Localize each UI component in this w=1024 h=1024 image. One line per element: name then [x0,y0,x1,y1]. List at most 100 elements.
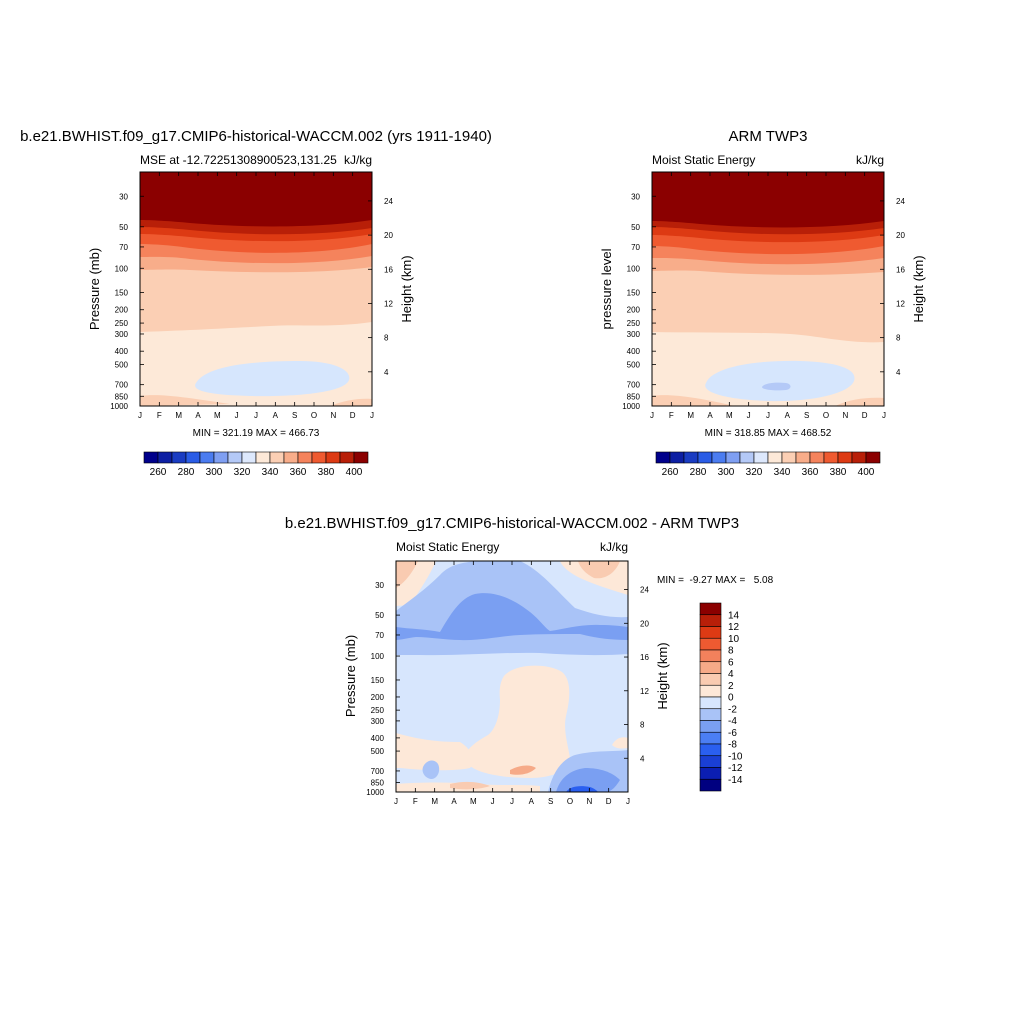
x-tick-label: A [195,411,201,420]
panel3-axes: J F M A M J J A S O N D J 30 50 70 100 150 200 250 300 400 500… [366,561,649,806]
p3-fill-upper-right-pos2 [578,561,620,579]
colorbar-label: 380 [318,467,335,478]
x-tick-label: N [330,411,336,420]
panel-model-mse: b.e21.BWHIST.f09_g17.CMIP6-historical-WA… [20,128,492,478]
x-tick-label: O [567,797,573,806]
colorbar-swatch [699,720,722,733]
colorbar-swatch [325,451,341,464]
y2-tick-label: 4 [384,368,389,377]
colorbar-label: 280 [178,467,195,478]
panel2-left-label: Moist Static Energy [652,153,755,167]
panel2-contour-field [652,172,884,406]
x-tick-label: D [606,797,612,806]
y2-tick-label: 24 [384,197,393,206]
colorbar-label: 340 [774,467,791,478]
panel3-y2label: Height (km) [655,642,670,709]
colorbar-swatch [809,451,825,464]
colorbar-swatch [669,451,685,464]
colorbar-swatch [185,451,201,464]
colorbar-swatch [339,451,355,464]
panel3-left-label: Moist Static Energy [396,540,499,554]
x-tick-label: M [214,411,221,420]
colorbar-label: 6 [728,657,734,668]
colorbar-label: 400 [858,467,875,478]
colorbar-swatch [699,602,722,616]
panel1-stats: MIN = 321.19 MAX = 466.73 [193,428,320,439]
y2-tick-label: 24 [896,197,905,206]
y-tick-label: 70 [631,243,640,252]
colorbar-label: -14 [728,775,743,786]
colorbar-swatch [725,451,741,464]
y2-tick-label: 20 [384,231,393,240]
panel3-contour-field [396,561,628,792]
x-tick-label: F [157,411,162,420]
p3-fill-pos-blob-low [396,733,474,771]
colorbar-label: -2 [728,704,737,715]
colorbar-swatch [739,451,755,464]
panel1-contour-field [140,172,372,406]
x-tick-label: A [451,797,457,806]
colorbar-swatch [699,661,722,674]
colorbar-label: 260 [150,467,167,478]
y2-tick-label: 12 [640,687,649,696]
panel3-title: b.e21.BWHIST.f09_g17.CMIP6-historical-WA… [285,515,739,532]
colorbar-swatch [699,649,722,663]
panel3-ylabel: Pressure (mb) [343,635,358,717]
colorbar-label: 300 [206,467,223,478]
colorbar-label: 2 [728,681,734,692]
x-tick-label: F [669,411,674,420]
y-tick-label: 850 [371,778,385,787]
panel1-colorbar: 260 280 300 320 340 360 380 400 [143,451,369,478]
x-tick-label: D [862,411,868,420]
colorbar-swatch [781,451,797,464]
panel2-axes: J F M A M J J A S O N D J 30 50 70 100 150 200 250 300 400 500… [622,172,905,420]
y2-tick-label: 4 [896,368,901,377]
x-tick-label: M [175,411,182,420]
p3-fill-pos-wiggle [510,765,536,775]
colorbar-label: 320 [746,467,763,478]
y-tick-label: 300 [115,330,129,339]
y-tick-label: 1000 [366,788,384,797]
panel2-y2label: Height (km) [911,255,926,322]
y-tick-label: 200 [627,306,641,315]
x-tick-label: O [823,411,829,420]
y2-tick-label: 16 [896,265,905,274]
y-tick-label: 300 [371,717,385,726]
x-tick-label: S [548,797,553,806]
panel3-stats: MIN = -9.27 MAX = 5.08 [657,575,774,586]
x-tick-label: J [626,797,630,806]
colorbar-swatch [213,451,229,464]
y2-tick-label: 8 [640,721,645,730]
colorbar-label: 0 [728,693,734,704]
x-tick-label: M [470,797,477,806]
colorbar-swatch [227,451,243,464]
p3-fill-m6-lowright [556,768,620,792]
y-tick-label: 400 [627,347,641,356]
colorbar-swatch [699,767,722,780]
colorbar-label: 360 [802,467,819,478]
y2-tick-label: 4 [640,754,645,763]
y2-tick-label: 8 [384,334,389,343]
panel2-stats: MIN = 318.85 MAX = 468.52 [705,428,832,439]
colorbar-swatch [699,614,722,627]
x-tick-label: J [766,411,770,420]
x-tick-label: M [687,411,694,420]
y-tick-label: 500 [115,361,129,370]
colorbar-swatch [683,451,699,464]
y2-tick-label: 24 [640,586,649,595]
y2-tick-label: 16 [384,265,393,274]
colorbar-label: 380 [830,467,847,478]
y-tick-label: 30 [375,581,384,590]
y-tick-label: 100 [371,652,385,661]
panel1-title: b.e21.BWHIST.f09_g17.CMIP6-historical-WA… [20,128,492,145]
p3-fill-m4-low [422,760,440,779]
p2-fill-surface-right [835,397,884,406]
colorbar-swatch [865,451,881,464]
colorbar-swatch [171,451,187,464]
y-tick-label: 300 [627,330,641,339]
y-tick-label: 1000 [110,402,128,411]
panel2-units-label: kJ/kg [856,153,884,167]
panel-difference: b.e21.BWHIST.f09_g17.CMIP6-historical-WA… [285,515,774,806]
